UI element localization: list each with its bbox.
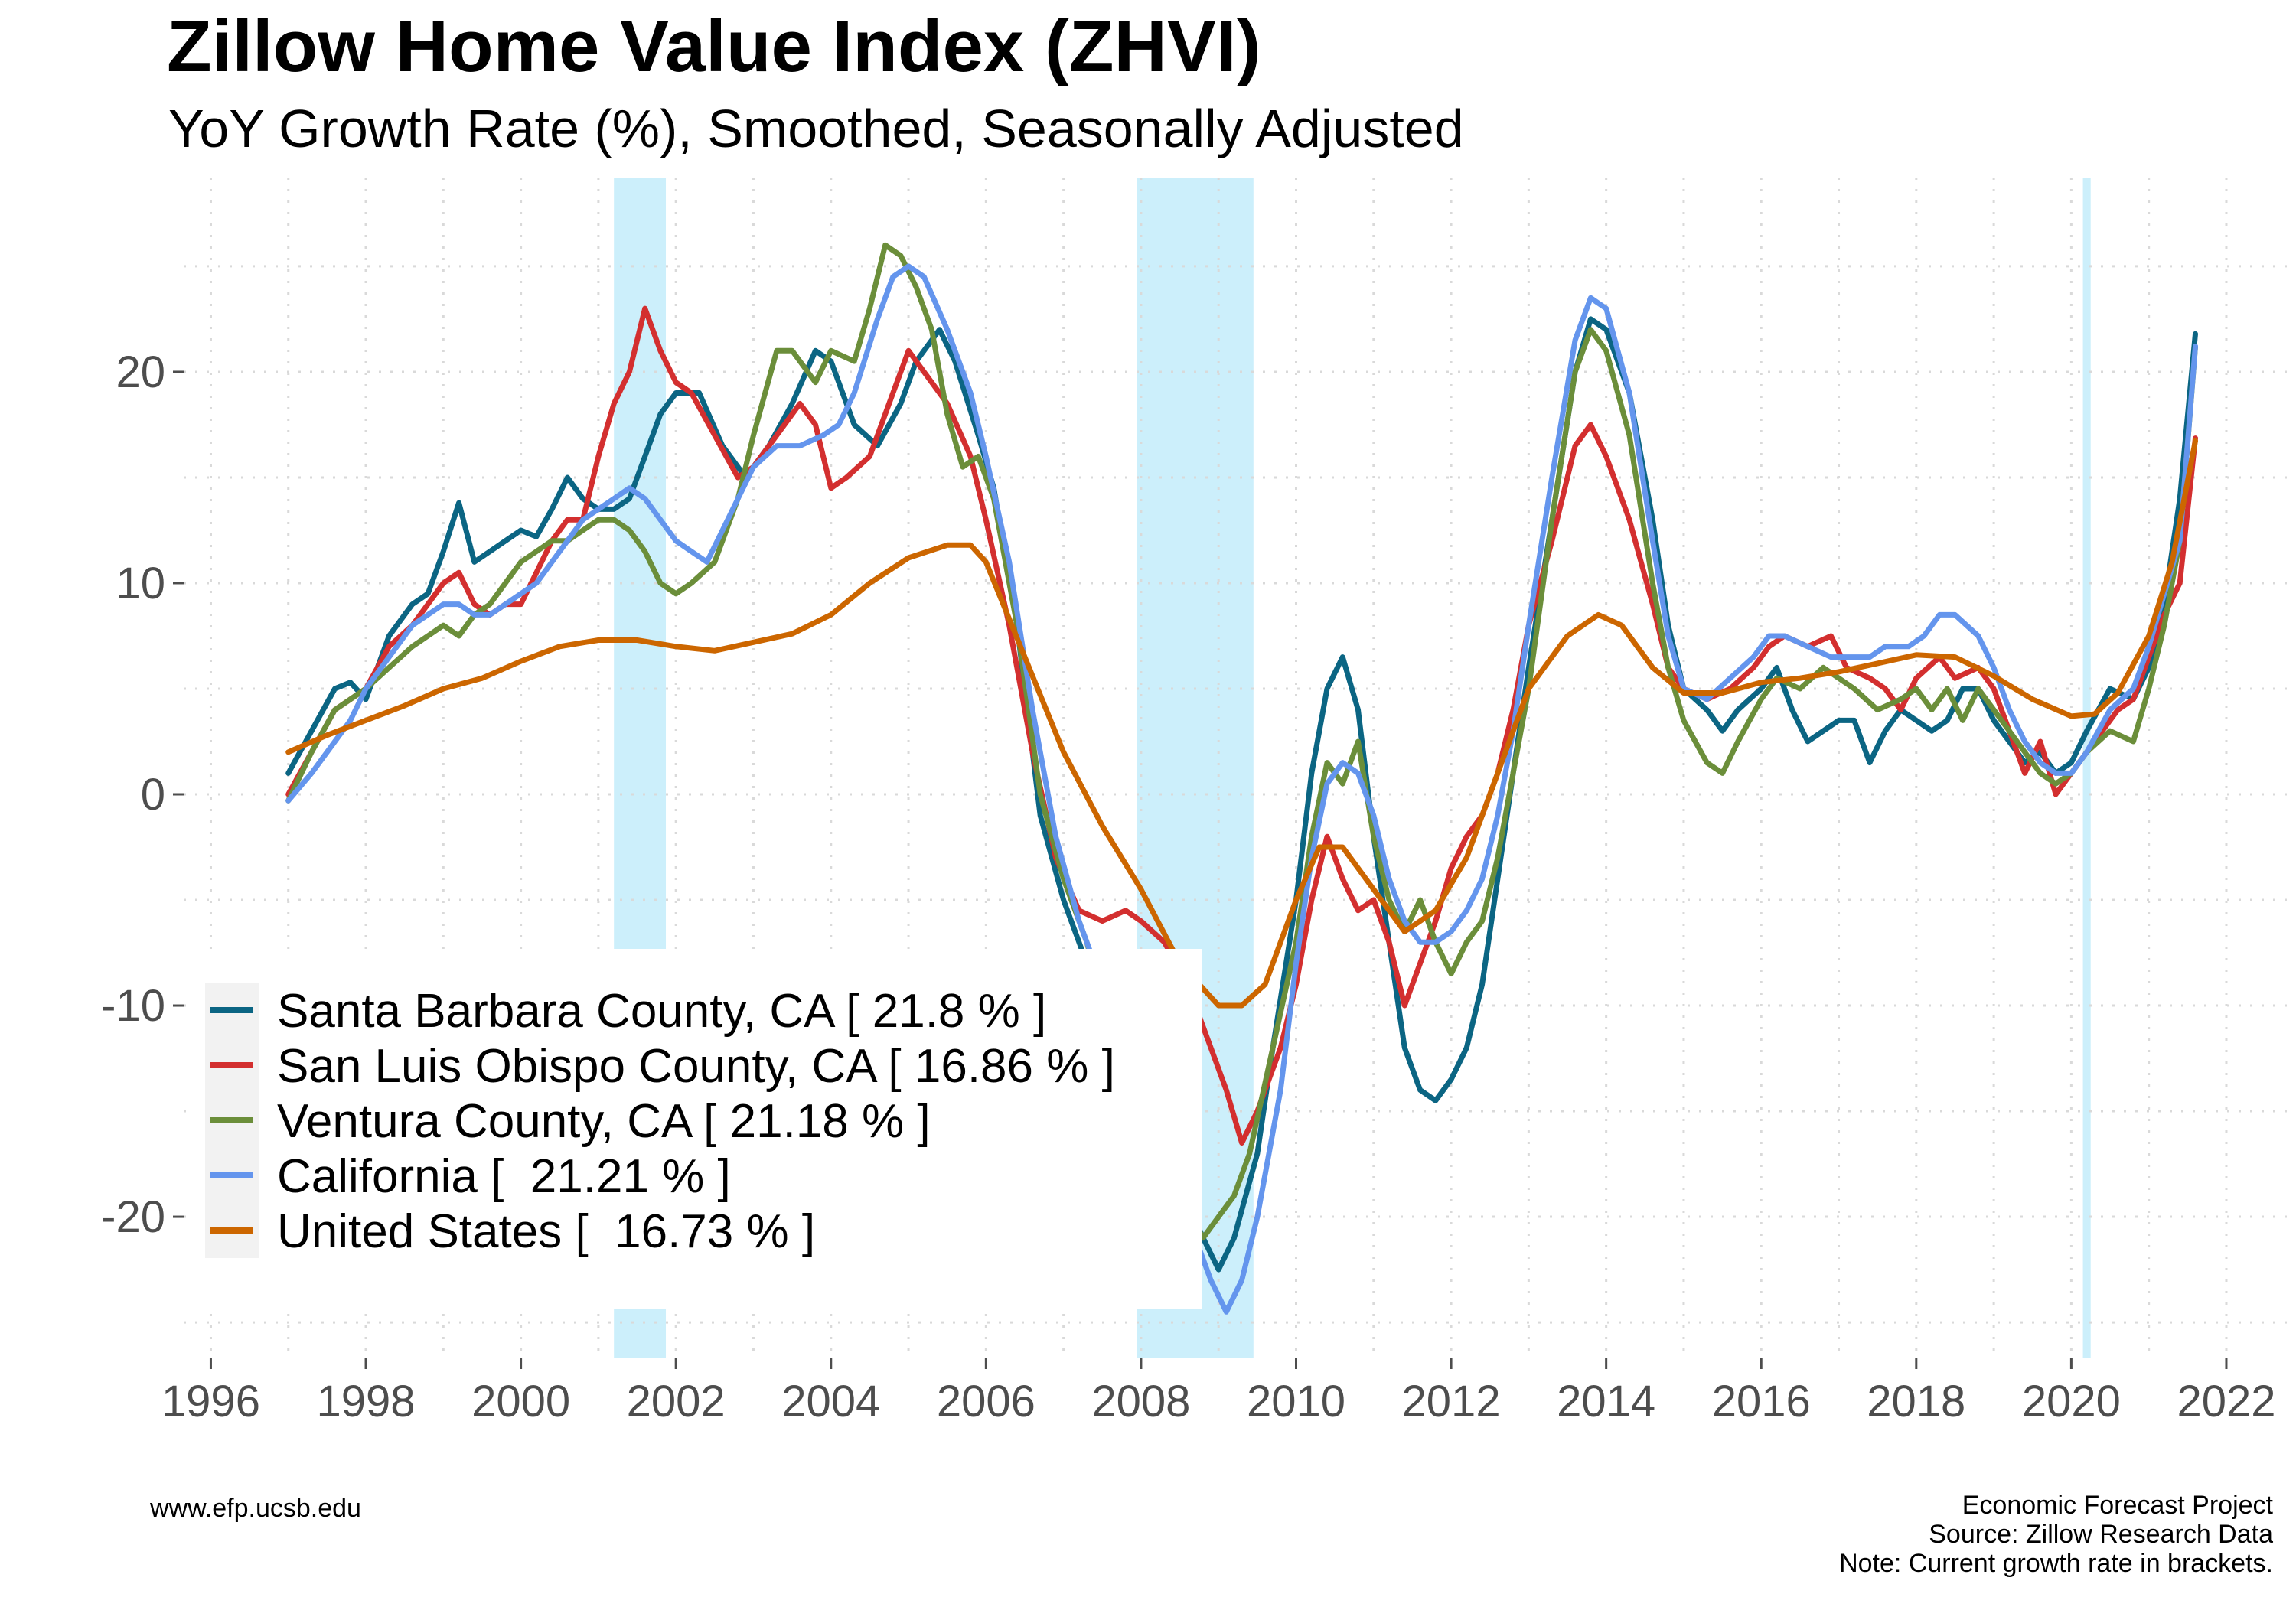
footer-notes: Economic Forecast Project Source: Zillow… bbox=[1839, 1491, 2273, 1578]
x-axis-tick-label: 2020 bbox=[2022, 1377, 2121, 1426]
legend-background bbox=[191, 949, 1202, 1309]
x-axis-tick-label: 1998 bbox=[317, 1377, 416, 1426]
x-axis-tick-label: 2004 bbox=[781, 1377, 880, 1426]
footer-note-line: Note: Current growth rate in brackets. bbox=[1839, 1549, 2273, 1578]
footer-note-line: Source: Zillow Research Data bbox=[1929, 1520, 2273, 1549]
x-axis-tick-label: 2022 bbox=[2177, 1377, 2275, 1426]
legend-label: Ventura County, CA [ 21.18 % ] bbox=[277, 1095, 931, 1148]
axes: -20 -10 0 10 20 1996 1998 2000 2002 2004 2006 2008 2… bbox=[101, 347, 2275, 1426]
x-axis-tick-label: 2000 bbox=[471, 1377, 570, 1426]
series-lines bbox=[285, 242, 2198, 1315]
chart-title: Zillow Home Value Index (ZHVI) bbox=[167, 5, 1261, 87]
legend-label: United States [ 16.73 % ] bbox=[277, 1205, 815, 1258]
series-line-4 bbox=[285, 263, 2198, 1315]
grid-lines bbox=[184, 178, 2288, 1358]
footer-website: www.efp.ucsb.edu bbox=[150, 1494, 361, 1523]
y-axis-tick-label: 0 bbox=[141, 770, 165, 820]
legend-label: San Luis Obispo County, CA [ 16.86 % ] bbox=[277, 1040, 1115, 1093]
y-axis-tick-label: -20 bbox=[101, 1192, 165, 1242]
x-axis-tick-label: 2016 bbox=[1712, 1377, 1811, 1426]
x-axis-tick-label: 1996 bbox=[161, 1377, 260, 1426]
x-axis-tick-label: 2012 bbox=[1402, 1377, 1501, 1426]
series-line-2 bbox=[285, 305, 2198, 1146]
legend-label: California [ 21.21 % ] bbox=[277, 1150, 731, 1203]
series-line-5 bbox=[285, 438, 2198, 1009]
footer-note-line: Economic Forecast Project bbox=[1962, 1491, 2273, 1520]
recession-band bbox=[2082, 178, 2091, 1358]
x-axis-tick-label: 2014 bbox=[1557, 1377, 1655, 1426]
y-axis-tick-label: -10 bbox=[101, 981, 165, 1031]
x-axis-tick-label: 2002 bbox=[627, 1377, 726, 1426]
y-axis-tick-label: 20 bbox=[116, 347, 165, 397]
x-axis-tick-label: 2006 bbox=[937, 1377, 1035, 1426]
series-line-1 bbox=[285, 316, 2198, 1273]
legend: Santa Barbara County, CA [ 21.8 % ]San L… bbox=[191, 949, 1202, 1309]
y-axis-tick-label: 10 bbox=[116, 559, 165, 608]
x-axis-tick-label: 2008 bbox=[1091, 1377, 1190, 1426]
x-axis-tick-label: 2010 bbox=[1247, 1377, 1345, 1426]
series-line-3 bbox=[285, 242, 2198, 1241]
chart-subtitle: YoY Growth Rate (%), Smoothed, Seasonall… bbox=[168, 99, 1464, 158]
legend-label: Santa Barbara County, CA [ 21.8 % ] bbox=[277, 985, 1046, 1038]
x-axis-tick-label: 2018 bbox=[1867, 1377, 1965, 1426]
